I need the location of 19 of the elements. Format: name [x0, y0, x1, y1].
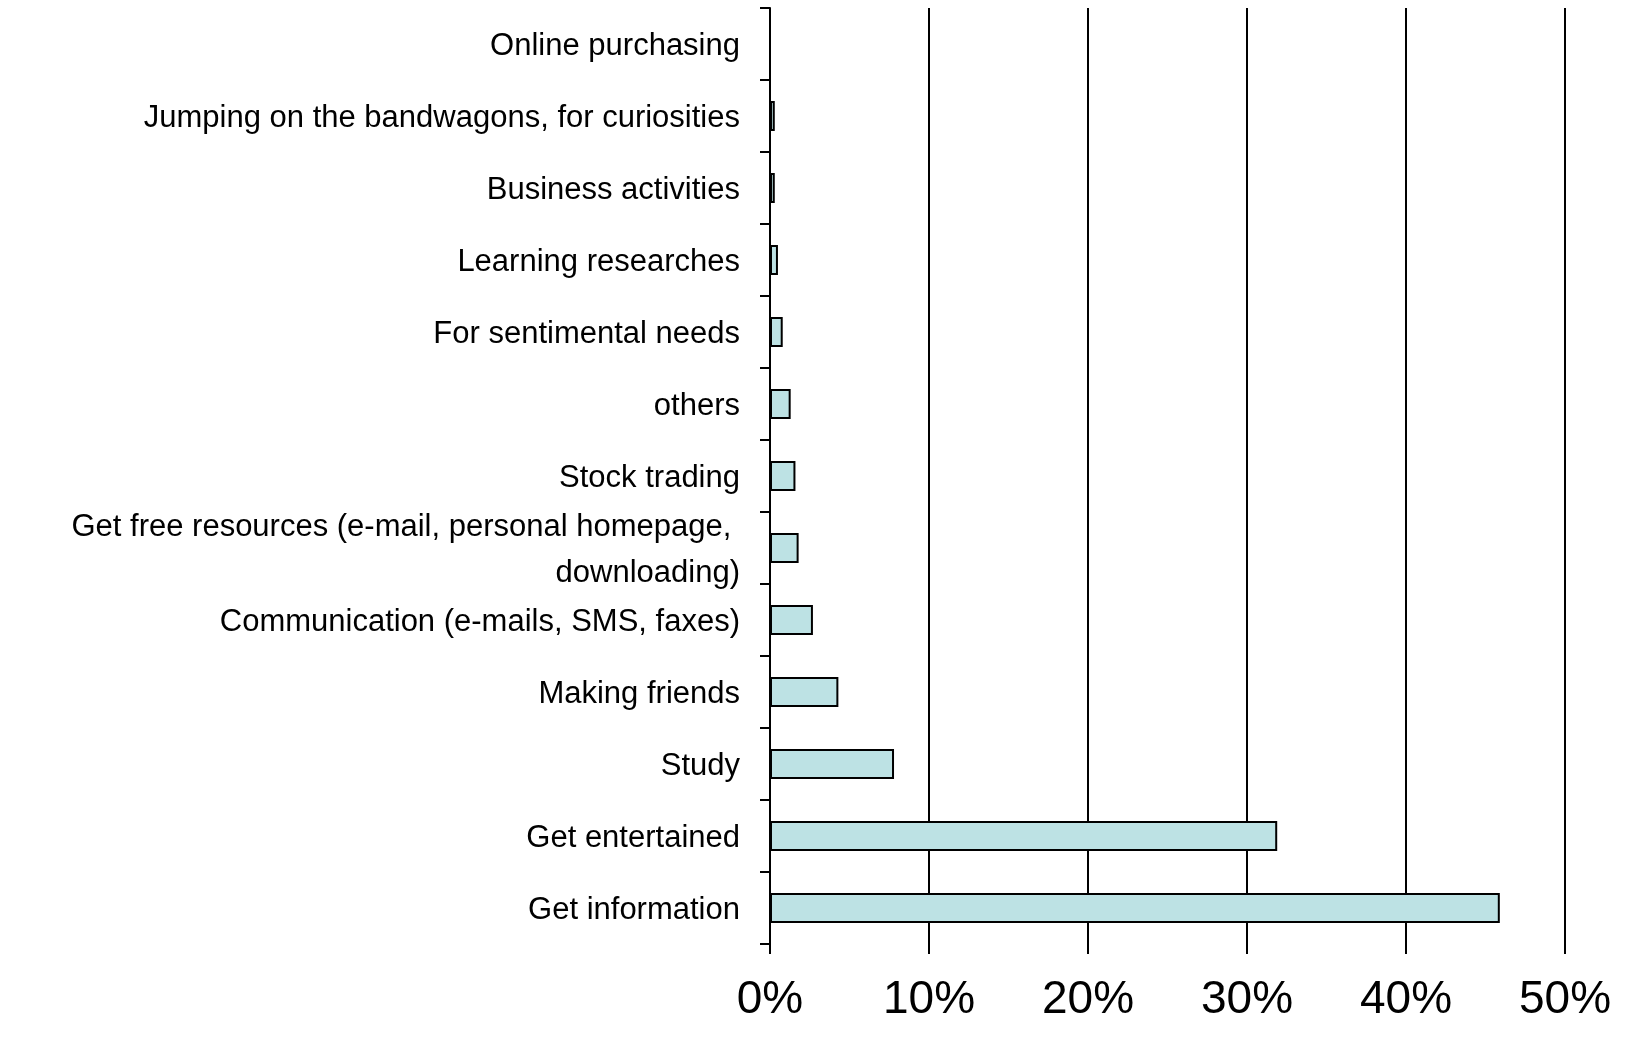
y-tick-label: Stock trading: [559, 458, 740, 494]
x-tick-label: 40%: [1359, 971, 1453, 1023]
x-tick-label: 10%: [882, 971, 976, 1023]
x-tick-label: 50%: [1518, 971, 1612, 1023]
y-tick-label: Business activities: [486, 170, 740, 206]
y-tick-label: For sentimental needs: [433, 314, 740, 350]
y-tick-label: Learning researches: [457, 242, 740, 278]
x-tick-label: 30%: [1200, 971, 1294, 1023]
y-tick-label: Communication (e-mails, SMS, faxes): [219, 602, 740, 638]
y-tick-label: Get free resources (e-mail, personal homepage, downloading): [71, 507, 740, 589]
y-tick-label: Online purchasing: [490, 26, 740, 62]
y-tick-label: Study: [660, 746, 741, 782]
y-tick-label: Get entertained: [526, 818, 740, 854]
x-tick-label: 20%: [1041, 971, 1135, 1023]
x-tick-label: 0%: [736, 971, 804, 1023]
y-tick-label: others: [653, 386, 740, 422]
y-tick-label: Jumping on the bandwagons, for curiosities: [143, 98, 740, 134]
y-tick-label: Get information: [528, 890, 740, 926]
y-tick-label: Making friends: [538, 674, 740, 710]
